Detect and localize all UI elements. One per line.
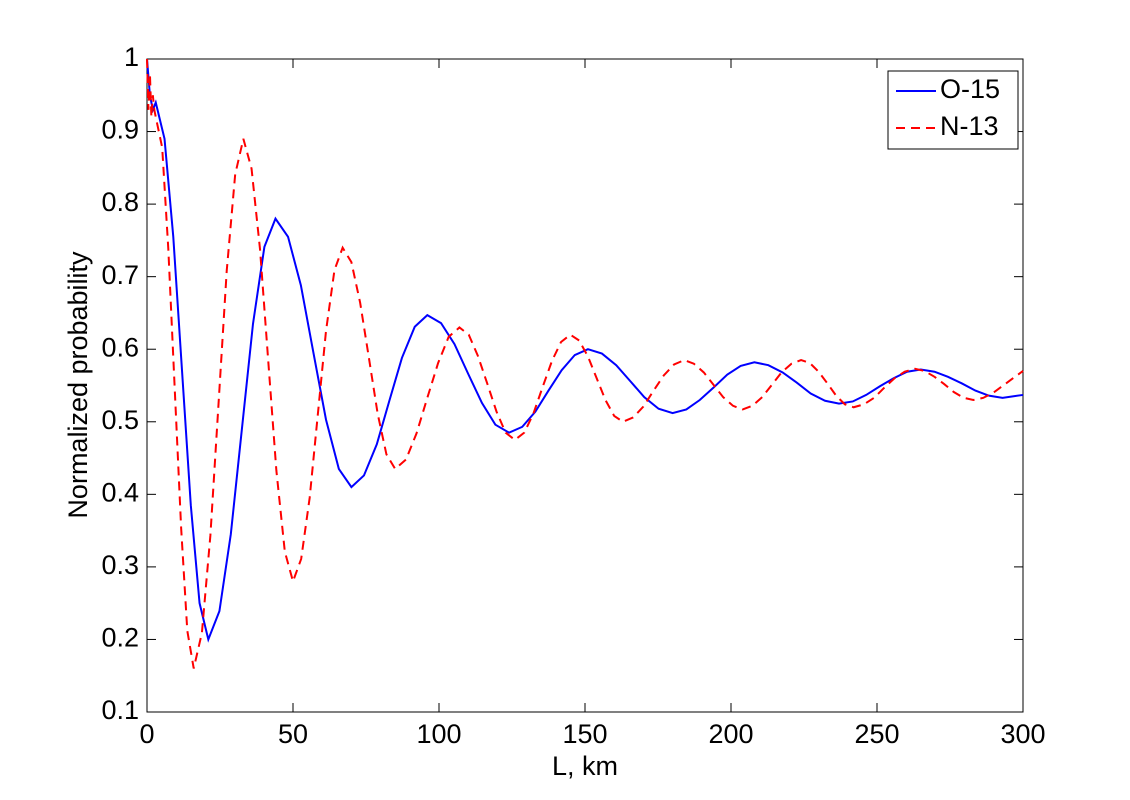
- y-tick-label: 0.5: [101, 405, 139, 435]
- x-tick-label: 50: [278, 719, 308, 749]
- data-line: [146, 58, 1024, 643]
- y-tick-label: 0.3: [101, 550, 139, 580]
- y-axis-label: Normalized probability: [63, 251, 93, 519]
- x-tick-label: 250: [854, 719, 899, 749]
- y-tick-label: 0.9: [101, 115, 139, 145]
- y-tick-label: 0.8: [101, 187, 139, 217]
- data-line: [146, 58, 1024, 669]
- legend-box: [887, 70, 1019, 150]
- y-tick-label: 0.6: [101, 332, 139, 362]
- x-axis-label: L, km: [552, 751, 618, 781]
- x-tick-label: 150: [562, 719, 607, 749]
- y-tick-label: 1: [124, 42, 139, 72]
- legend-label: O-15: [940, 74, 1000, 104]
- x-tick-label: 300: [1000, 719, 1045, 749]
- x-tick-label: 0: [139, 719, 154, 749]
- plot-area: [146, 58, 1024, 713]
- x-tick-label: 100: [416, 719, 461, 749]
- legend-label: N-13: [940, 111, 999, 141]
- y-tick-label: 0.7: [101, 260, 139, 290]
- y-tick-label: 0.2: [101, 623, 139, 653]
- y-tick-label: 0.1: [101, 695, 139, 725]
- x-tick-label: 200: [708, 719, 753, 749]
- y-tick-label: 0.4: [101, 477, 139, 507]
